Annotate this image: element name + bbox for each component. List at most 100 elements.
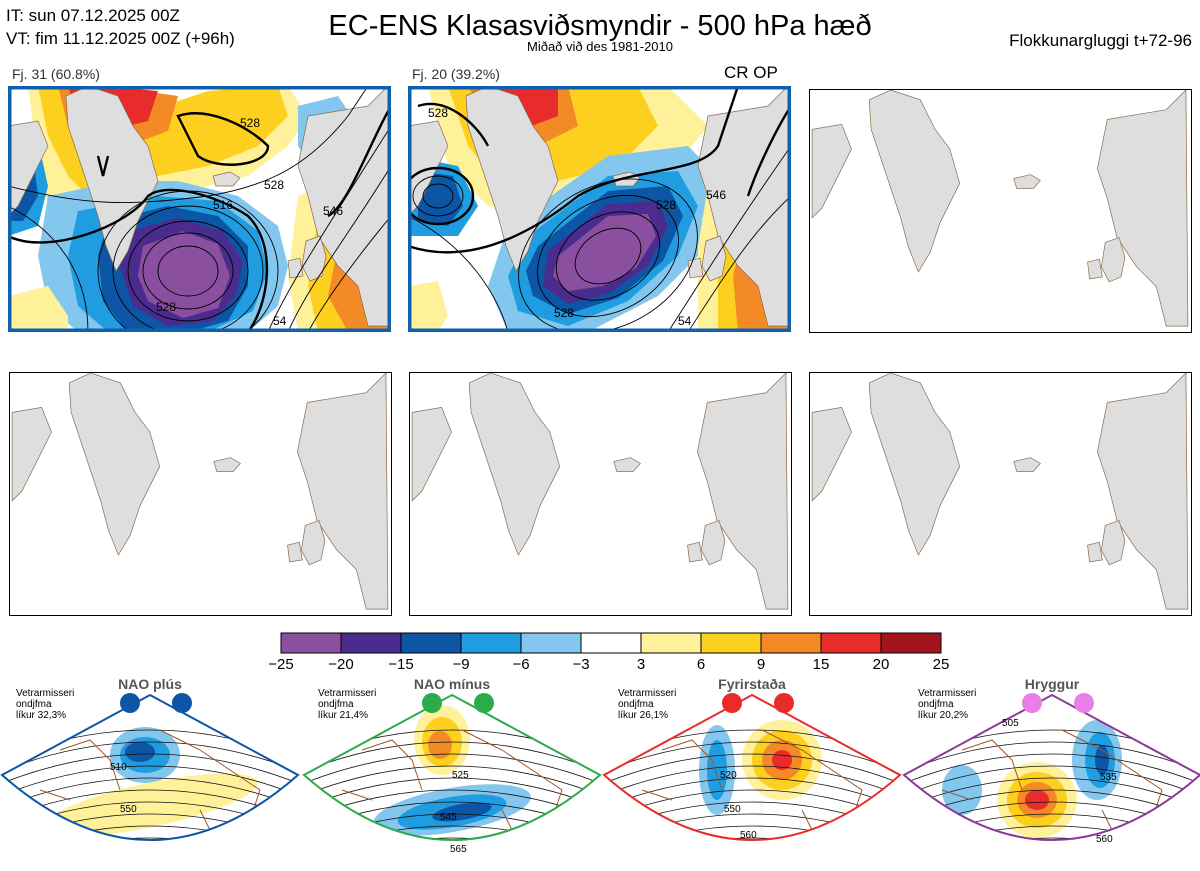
cluster-2-tag: CR OP [724, 63, 778, 82]
colorbar-tick-label: 6 [696, 656, 706, 673]
cluster-2-label: Fj. 20 (39.2%) [412, 66, 500, 82]
height-contour [604, 741, 900, 773]
regime-note: Vetrarmisseri ondjfma líkur 20,2% [918, 688, 976, 721]
regime-marker-dot [172, 693, 192, 713]
regime-map: 525 545 565 [302, 693, 602, 855]
regime-title: NAO plús [118, 676, 182, 692]
colorbar-swatch [760, 632, 822, 654]
height-contour [904, 777, 1200, 809]
contour-label: 528 [428, 106, 449, 120]
regime-note: Vetrarmisseri ondjfma líkur 26,1% [618, 688, 676, 721]
height-contour [604, 777, 900, 809]
contour-label: 510 [110, 762, 127, 773]
empty-map-panel [9, 372, 392, 616]
colorbar-tick-label: −15 [388, 656, 414, 673]
regime-note-line: ondjfma [16, 699, 52, 710]
regime-marker-dot [1074, 693, 1094, 713]
classification-window: Flokkunargluggi t+72-96 [1009, 31, 1192, 50]
contour-label: 528 [264, 178, 285, 192]
contour-label: 550 [724, 804, 741, 815]
colorbar-tick-label: −9 [452, 656, 470, 673]
regime-note-line: ondjfma [318, 699, 354, 710]
colorbar-swatch [640, 632, 702, 654]
height-contour [304, 825, 600, 840]
height-contour [304, 837, 600, 840]
colorbar-tick-label: 25 [932, 656, 950, 673]
anomaly-shading [432, 802, 492, 822]
regime-note-line: líkur 21,4% [318, 710, 369, 721]
contour-label: 560 [1096, 834, 1113, 845]
contour-label: 528 [656, 198, 677, 212]
anomaly-shading [1025, 790, 1049, 810]
issue-time: IT: sun 07.12.2025 00Z [6, 6, 180, 25]
contour-label: 505 [1002, 718, 1019, 729]
regime-note-line: Vetrarmisseri [318, 688, 377, 699]
cluster-2-map: 528 546 528 528 54 [408, 86, 791, 332]
anomaly-colorbar [280, 632, 942, 654]
anomaly-shading [942, 765, 982, 815]
contour-label: 54 [678, 314, 692, 328]
height-contour [2, 741, 298, 773]
contour-label: 528 [554, 306, 575, 320]
coastline [641, 729, 863, 840]
height-contour [902, 850, 1200, 870]
contour-label: 546 [323, 204, 344, 218]
colorbar-tick-label: 20 [872, 656, 890, 673]
regime-marker-dot [422, 693, 442, 713]
regime-border [0, 693, 300, 841]
cluster-1-label: Fj. 31 (60.8%) [12, 66, 100, 82]
height-contour [304, 765, 600, 797]
colorbar-tick-label: 3 [636, 656, 646, 673]
empty-map-panel [409, 372, 792, 616]
regime-marker-dot [474, 693, 494, 713]
height-contour [304, 753, 600, 785]
colorbar-tick-label: −25 [268, 656, 294, 673]
regime-border [302, 693, 602, 841]
height-contour [604, 837, 900, 840]
regime-note-line: líkur 26,1% [618, 710, 669, 721]
height-contour [904, 825, 1200, 840]
height-contour [904, 753, 1200, 785]
height-contour [2, 765, 298, 797]
regime-marker-dot [120, 693, 140, 713]
regime-note-line: Vetrarmisseri [16, 688, 75, 699]
colorbar-tick-label: −6 [512, 656, 530, 673]
regime-map: 505 535 560 [902, 693, 1200, 870]
contour-label: 550 [120, 804, 137, 815]
regime-marker-dot [774, 693, 794, 713]
regime-map: 520 550 560 [602, 693, 902, 841]
regime-marker-dot [722, 693, 742, 713]
valid-time: VT: fim 11.12.2025 00Z (+96h) [6, 29, 235, 48]
height-contour [904, 741, 1200, 773]
colorbar-swatch [520, 632, 582, 654]
page-title: EC-ENS Klasasviðsmyndir - 500 hPa hæð [328, 10, 872, 42]
cluster-1-map: 528 528 546 516 528 54 [8, 86, 391, 332]
contour-label: 54 [273, 314, 287, 328]
colorbar-swatch [340, 632, 402, 654]
regime-map: 510 550 [0, 693, 300, 841]
colorbar-tick-label: 9 [756, 656, 766, 673]
regime-title: Hryggur [1024, 676, 1080, 692]
contour-label: 535 [1100, 772, 1117, 783]
regime-border [902, 693, 1200, 841]
regime-note-line: ondjfma [918, 699, 954, 710]
height-contour [2, 753, 298, 785]
height-contour [604, 825, 900, 840]
contour-label: 528 [156, 300, 177, 314]
contour-label: 525 [452, 770, 469, 781]
contour-label: 516 [213, 198, 234, 212]
colorbar-swatch [580, 632, 642, 654]
contour-label: 520 [720, 770, 737, 781]
regime-title: NAO mínus [413, 676, 491, 692]
regime-note-line: líkur 20,2% [918, 710, 969, 721]
colorbar-swatch [460, 632, 522, 654]
contour-label: 545 [440, 812, 457, 823]
coastline [941, 729, 1163, 840]
empty-map-panel [809, 89, 1192, 333]
regime-note-line: líkur 32,3% [16, 710, 67, 721]
contour-label: 528 [240, 116, 261, 130]
colorbar-swatch [700, 632, 762, 654]
regime-note-line: Vetrarmisseri [618, 688, 677, 699]
height-contour [604, 753, 900, 785]
regime-note-line: Vetrarmisseri [918, 688, 977, 699]
